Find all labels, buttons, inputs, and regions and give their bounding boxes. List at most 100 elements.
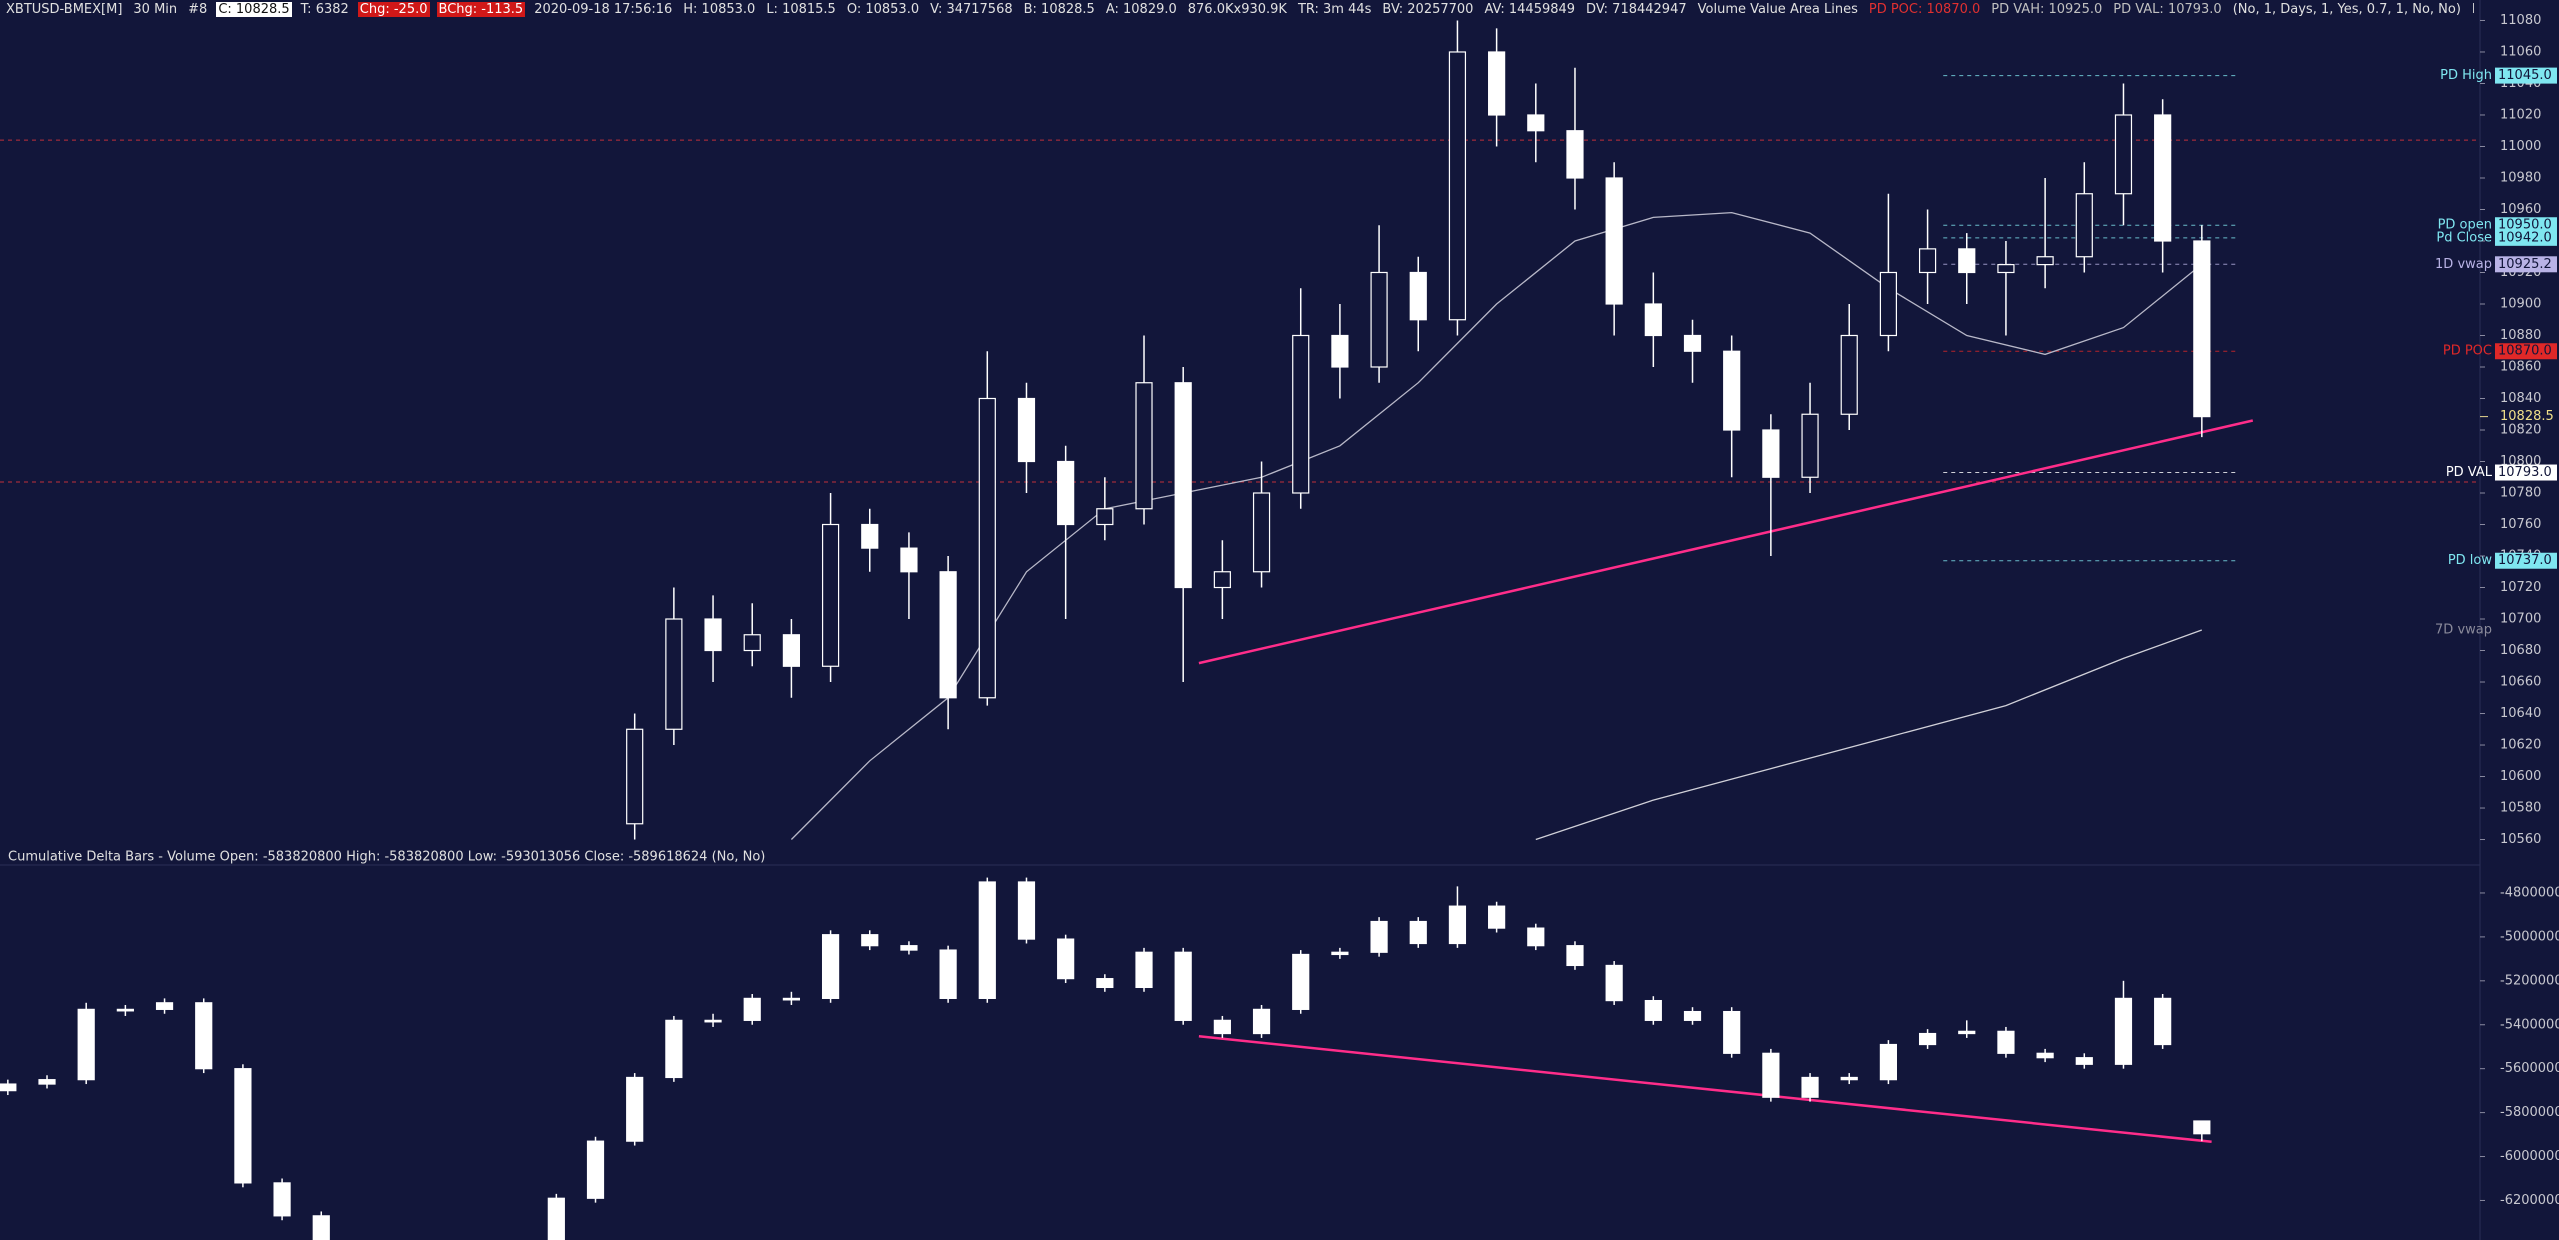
header-item: PD POC: 10870.0 bbox=[1868, 2, 1981, 17]
y-tick-label: 10580 bbox=[2500, 801, 2541, 816]
y-tick-label: 10640 bbox=[2500, 706, 2541, 721]
y-tick-label: 10760 bbox=[2500, 517, 2541, 532]
header-item: B: 10828.5 bbox=[1023, 2, 1095, 17]
candle-body bbox=[1017, 397, 1036, 463]
y-tick-label: 10840 bbox=[2500, 391, 2541, 406]
candle-body bbox=[821, 523, 840, 667]
candle-body bbox=[2193, 1120, 2211, 1135]
y-tick-label: 10780 bbox=[2500, 486, 2541, 501]
y-tick-label: 10660 bbox=[2500, 675, 2541, 690]
candle-body bbox=[1840, 1076, 1858, 1081]
y-tick-label: 10620 bbox=[2500, 738, 2541, 753]
y-tick-label: 10860 bbox=[2500, 359, 2541, 374]
level-name: PD low bbox=[2448, 553, 2493, 568]
candle-body bbox=[978, 397, 996, 699]
header-item: DV: 718442947 bbox=[1586, 2, 1687, 17]
y-tick-label: 10960 bbox=[2500, 202, 2541, 217]
line bbox=[790, 211, 2203, 840]
candle-body bbox=[1644, 303, 1662, 337]
candle-body bbox=[1918, 1032, 1937, 1046]
y-tick-label: -560000000 bbox=[2500, 1061, 2559, 1076]
plot-area bbox=[0, 877, 2212, 1240]
candle-body bbox=[1057, 460, 1075, 526]
candle-body bbox=[1683, 334, 1702, 352]
candle-body bbox=[1292, 334, 1310, 494]
level-name: PD High bbox=[2440, 68, 2492, 83]
header-item: (No, 1, Days, 1, Yes, 0.7, 1, No, No) bbox=[2232, 2, 2461, 17]
candle-body bbox=[1997, 264, 2015, 274]
candle-body bbox=[38, 1079, 56, 1085]
level-name: 1D vwap bbox=[2435, 257, 2492, 272]
y-tick-label: 10820 bbox=[2500, 423, 2541, 438]
candle-body bbox=[900, 945, 918, 951]
candle-body bbox=[1370, 271, 1388, 368]
candle-body bbox=[116, 1008, 134, 1012]
candle-body bbox=[1879, 271, 1898, 337]
candle-body bbox=[1723, 350, 1741, 431]
header-item: #8 bbox=[188, 2, 208, 17]
candle-body bbox=[155, 1002, 174, 1010]
candle-body bbox=[665, 618, 683, 730]
candle-body bbox=[1840, 334, 1858, 415]
level-name: PD POC bbox=[2443, 344, 2492, 359]
y-tick-label: 10700 bbox=[2500, 612, 2541, 627]
y-tick-label: 10680 bbox=[2500, 643, 2541, 658]
level-value: 11045.0 bbox=[2498, 68, 2552, 83]
candle-body bbox=[626, 728, 644, 825]
level-value-box bbox=[2495, 552, 2557, 569]
header-item: Volume Value Area Lines bbox=[1697, 2, 1858, 17]
y-tick-label: 10880 bbox=[2500, 328, 2541, 343]
y-tick-label: 10900 bbox=[2500, 296, 2541, 311]
candle-body bbox=[1292, 953, 1310, 1010]
candle-body bbox=[978, 881, 996, 999]
header-item: XBTUSD-BMEX[M] bbox=[6, 2, 123, 17]
candle-body bbox=[1331, 951, 1349, 956]
candle-body bbox=[1057, 938, 1075, 980]
candle-body bbox=[2114, 997, 2133, 1065]
candle-body bbox=[1213, 1019, 1231, 1035]
candle-body bbox=[1801, 413, 1819, 478]
header-item: 2020-09-18 17:56:16 bbox=[534, 2, 673, 17]
candle-body bbox=[1958, 248, 1976, 274]
level-value: 10737.0 bbox=[2498, 553, 2552, 568]
header-item: 876.0Kx930.9K bbox=[1187, 2, 1287, 17]
level-value-box bbox=[2495, 67, 2557, 84]
y-tick-label: -500000000 bbox=[2500, 929, 2559, 944]
candle-body bbox=[704, 618, 722, 652]
candle-body bbox=[1644, 999, 1662, 1021]
candle-body bbox=[77, 1008, 95, 1081]
y-tick-label: 10720 bbox=[2500, 580, 2541, 595]
candle-body bbox=[1174, 382, 1192, 589]
candle-body bbox=[1566, 130, 1584, 179]
level-value-box bbox=[2495, 343, 2557, 360]
y-tick-label: -520000000 bbox=[2500, 973, 2559, 988]
candle-body bbox=[1605, 177, 1623, 305]
level-value-box bbox=[2495, 217, 2557, 234]
header-item: Daily OHLC bbox=[2470, 2, 2474, 17]
header-item: H: 10853.0 bbox=[683, 2, 756, 17]
header-item: T: 6382 bbox=[300, 2, 349, 17]
candle-body bbox=[1683, 1010, 1702, 1021]
candle-body bbox=[1448, 905, 1467, 945]
level-value: 10942.0 bbox=[2498, 230, 2552, 245]
header-item: A: 10829.0 bbox=[1105, 2, 1177, 17]
candle-body bbox=[586, 1140, 605, 1199]
candle-body bbox=[1918, 248, 1937, 274]
candle-body bbox=[1527, 114, 1545, 132]
level-value: 10870.0 bbox=[2498, 344, 2552, 359]
header-item: PD VAL: 10793.0 bbox=[2113, 2, 2222, 17]
candle-body bbox=[2154, 997, 2172, 1046]
candle-body bbox=[1252, 1008, 1271, 1035]
candle-body bbox=[1448, 51, 1467, 321]
candle-body bbox=[2075, 1057, 2093, 1065]
line bbox=[1198, 419, 2254, 665]
level-value: 10925.2 bbox=[2498, 257, 2552, 272]
header-item: O: 10853.0 bbox=[846, 2, 920, 17]
y-tick-label: 11060 bbox=[2500, 44, 2541, 59]
y-tick-label: -600000000 bbox=[2500, 1149, 2559, 1164]
candle-body bbox=[1135, 382, 1153, 510]
candle-body bbox=[1958, 1030, 1976, 1035]
y-tick-label: 11020 bbox=[2500, 107, 2541, 122]
candle-body bbox=[2154, 114, 2172, 242]
